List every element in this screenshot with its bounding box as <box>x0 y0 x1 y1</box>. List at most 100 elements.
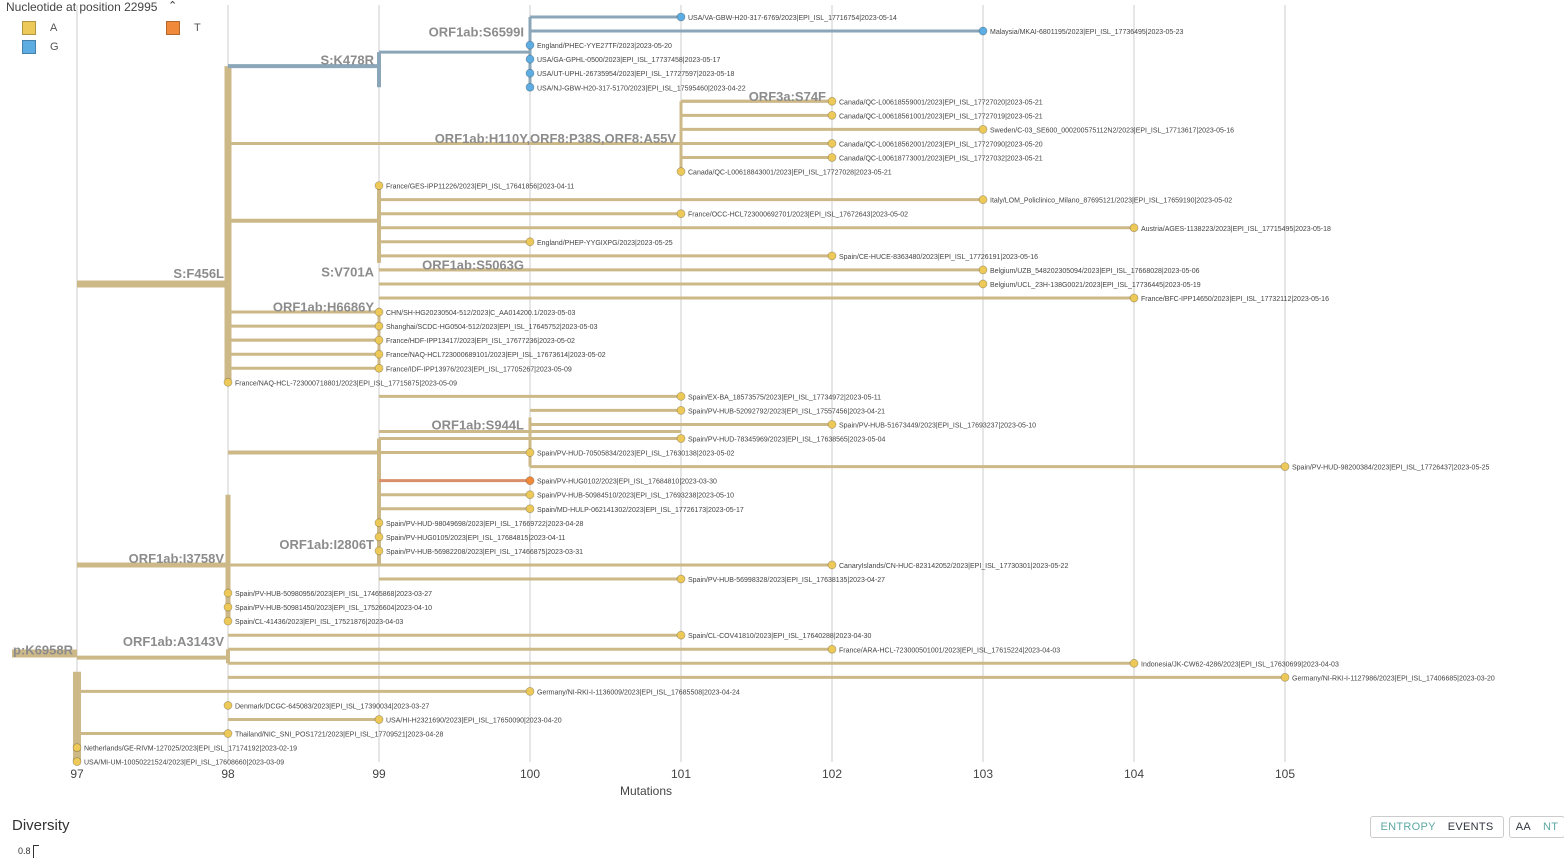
tip-node[interactable] <box>827 251 837 261</box>
tip-label[interactable]: Spain/EX-BA_18573575/2023|EPI_ISL_177349… <box>688 394 881 401</box>
tip-label[interactable]: USA/UT-UPHL-26735954/2023|EPI_ISL_177275… <box>537 71 735 78</box>
tip-label[interactable]: Spain/PV-HUB-56998328/2023|EPI_ISL_17638… <box>688 577 885 584</box>
tip-node[interactable] <box>827 560 837 570</box>
aa-nt-toggle[interactable]: AA NT <box>1509 816 1564 838</box>
tip-node[interactable] <box>374 349 384 359</box>
legend-item-t[interactable]: T <box>166 21 201 35</box>
tip-label[interactable]: France/OCC-HCL723000692701/2023|EPI_ISL_… <box>688 212 908 219</box>
tip-node[interactable] <box>374 532 384 542</box>
legend-item-a[interactable]: A <box>22 21 57 35</box>
tip-label[interactable]: Canada/QC-L00618843001/2023|EPI_ISL_1772… <box>688 170 892 177</box>
tip-node[interactable] <box>72 743 82 752</box>
tip-label[interactable]: USA/VA-GBW-H20-317-6769/2023|EPI_ISL_177… <box>688 15 897 22</box>
tip-label[interactable]: Shanghai/SCDC-HG0504-512/2023|EPI_ISL_17… <box>386 324 598 331</box>
tip-node[interactable] <box>223 729 233 738</box>
tip-node[interactable] <box>978 26 988 36</box>
tip-node[interactable] <box>1129 223 1139 233</box>
tip-node[interactable] <box>676 574 686 584</box>
tip-node[interactable] <box>676 405 686 415</box>
tip-node[interactable] <box>978 195 988 205</box>
tip-node[interactable] <box>374 518 384 528</box>
tip-node[interactable] <box>374 321 384 331</box>
tip-node[interactable] <box>978 124 988 134</box>
tip-label[interactable]: Thailand/NIC_SNI_POS1721/2023|EPI_ISL_17… <box>235 732 443 739</box>
tip-node[interactable] <box>525 82 535 92</box>
tip-node[interactable] <box>525 476 535 486</box>
tip-node[interactable] <box>676 167 686 176</box>
tip-node[interactable] <box>827 420 837 429</box>
tip-label[interactable]: Belgium/UCL_23H-138G0021/2023|EPI_ISL_17… <box>990 282 1201 289</box>
tip-label[interactable]: Germany/NI-RKI-I-1127986/2023|EPI_ISL_17… <box>1292 675 1495 682</box>
aa-button[interactable]: AA <box>1515 821 1532 833</box>
tip-label[interactable]: Spain/CE-HUCE-8363480/2023|EPI_ISL_17726… <box>839 254 1038 261</box>
tip-label[interactable]: Spain/CL-COV41810/2023|EPI_ISL_17640288|… <box>688 633 872 640</box>
tip-label[interactable]: Germany/NI-RKI-I-1136009/2023|EPI_ISL_17… <box>537 689 740 696</box>
nt-button[interactable]: NT <box>1543 821 1559 833</box>
tip-node[interactable] <box>223 701 233 710</box>
tip-label[interactable]: Spain/PV-HUD-70505834/2023|EPI_ISL_17630… <box>537 451 735 458</box>
tip-label[interactable]: England/PHEC-YYE27TF/2023|2023-05-20 <box>537 43 672 50</box>
tip-label[interactable]: Sweden/C-03_SE600_000200575112N2/2023|EP… <box>990 127 1234 134</box>
tip-label[interactable]: CanaryIslands/CN-HUC-823142052/2023|EPI_… <box>839 563 1068 570</box>
tip-label[interactable]: Netherlands/GE-RIVM-127025/2023|EPI_ISL_… <box>84 746 297 753</box>
tip-node[interactable] <box>1280 462 1290 472</box>
tip-label[interactable]: Spain/PV-HUB-50981450/2023|EPI_ISL_17526… <box>235 605 432 612</box>
tip-label[interactable]: Canada/QC-L00618773001/2023|EPI_ISL_1772… <box>839 156 1043 163</box>
tip-node[interactable] <box>223 602 233 612</box>
tip-node[interactable] <box>676 630 686 640</box>
tip-label[interactable]: Indonesia/JK-CW62-4286/2023|EPI_ISL_1763… <box>1141 661 1339 668</box>
tip-node[interactable] <box>1129 293 1139 303</box>
tip-node[interactable] <box>978 279 988 289</box>
tip-node[interactable] <box>676 209 686 219</box>
tip-node[interactable] <box>525 504 535 514</box>
tip-label[interactable]: Malaysia/MKAI-6801195/2023|EPI_ISL_17736… <box>990 29 1184 36</box>
tip-label[interactable]: Canada/QC-L00618561001/2023|EPI_ISL_1772… <box>839 113 1043 120</box>
tip-label[interactable]: Spain/MD-HULP-062141302/2023|EPI_ISL_177… <box>537 507 744 514</box>
tip-node[interactable] <box>374 307 384 317</box>
tip-node[interactable] <box>374 181 384 191</box>
tip-node[interactable] <box>827 644 837 654</box>
tip-label[interactable]: Spain/PV-HUB-50980956/2023|EPI_ISL_17465… <box>235 591 432 598</box>
tip-node[interactable] <box>223 588 233 598</box>
tip-label[interactable]: Spain/PV-HUB-50984510/2023|EPI_ISL_17693… <box>537 493 734 500</box>
tip-node[interactable] <box>374 335 384 345</box>
tip-label[interactable]: Spain/PV-HUG0105/2023|EPI_ISL_17684815|2… <box>386 535 566 542</box>
tip-node[interactable] <box>1280 672 1290 682</box>
tip-node[interactable] <box>223 616 233 626</box>
tip-label[interactable]: Canada/QC-L00618562001/2023|EPI_ISL_1772… <box>839 141 1043 148</box>
tip-label[interactable]: Italy/LOM_Policlinico_Milano_87695121/20… <box>990 198 1232 205</box>
tip-node[interactable] <box>827 139 837 148</box>
tip-label[interactable]: Spain/PV-HUB-56982208/2023|EPI_ISL_17466… <box>386 549 583 556</box>
tip-label[interactable]: France/BFC-IPP14650/2023|EPI_ISL_1773211… <box>1141 296 1329 303</box>
legend-item-g[interactable]: G <box>22 40 59 54</box>
tip-node[interactable] <box>72 757 82 767</box>
tip-label[interactable]: France/IDF-IPP13976/2023|EPI_ISL_1770526… <box>386 366 572 373</box>
tip-label[interactable]: Denmark/DCGC-645083/2023|EPI_ISL_1739003… <box>235 703 429 710</box>
entropy-events-toggle[interactable]: ENTROPY EVENTS <box>1370 816 1504 838</box>
tip-node[interactable] <box>827 153 837 162</box>
tip-node[interactable] <box>374 546 384 556</box>
tip-label[interactable]: USA/HI-H2321690/2023|EPI_ISL_17650090|20… <box>386 718 562 725</box>
tip-label[interactable]: France/NAQ-HCL723000689101/2023|EPI_ISL_… <box>386 352 606 359</box>
tip-node[interactable] <box>525 490 535 500</box>
tip-label[interactable]: Spain/CL-41436/2023|EPI_ISL_17521876|202… <box>235 619 403 626</box>
tip-label[interactable]: Belgium/UZB_548202305094/2023|EPI_ISL_17… <box>990 268 1200 275</box>
tip-label[interactable]: Spain/PV-HUB-51673449/2023|EPI_ISL_17693… <box>839 422 1036 429</box>
tip-node[interactable] <box>525 448 535 457</box>
tip-label[interactable]: Spain/PV-HUD-98200384/2023|EPI_ISL_17726… <box>1292 465 1490 472</box>
tip-label[interactable]: Spain/PV-HUG0102/2023|EPI_ISL_17684810|2… <box>537 479 717 486</box>
tip-label[interactable]: CHN/SH-HG20230504-512/2023|C_AA014200.1/… <box>386 310 575 317</box>
tip-node[interactable] <box>1129 658 1139 668</box>
tip-label[interactable]: USA/MI-UM-10050221524/2023|EPI_ISL_17608… <box>84 760 284 767</box>
events-button[interactable]: EVENTS <box>1447 821 1494 833</box>
tip-node[interactable] <box>525 40 535 50</box>
tip-node[interactable] <box>676 12 686 22</box>
tip-label[interactable]: Spain/PV-HUB-52092792/2023|EPI_ISL_17557… <box>688 408 885 415</box>
tip-label[interactable]: Spain/PV-HUD-98049698/2023|EPI_ISL_17669… <box>386 521 584 528</box>
tip-label[interactable]: Austria/AGES-1138223/2023|EPI_ISL_177154… <box>1141 226 1331 233</box>
tip-label[interactable]: France/ARA-HCL-723000501001/2023|EPI_ISL… <box>839 647 1060 654</box>
tip-node[interactable] <box>827 96 837 106</box>
tip-node[interactable] <box>525 687 535 696</box>
tip-node[interactable] <box>827 110 837 120</box>
tip-label[interactable]: USA/NJ-GBW-H20-317-5170/2023|EPI_ISL_175… <box>537 85 746 92</box>
